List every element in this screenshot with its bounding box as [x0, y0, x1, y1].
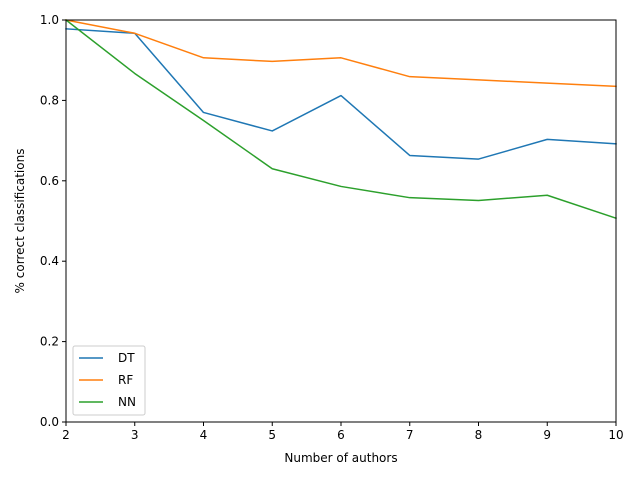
y-tick-label: 0.8 — [40, 93, 59, 107]
y-tick-label: 1.0 — [40, 13, 59, 27]
legend-label-rf: RF — [118, 373, 133, 387]
y-tick-label: 0.6 — [40, 174, 59, 188]
series-line-dt — [65, 28, 617, 160]
y-axis-ticks: 0.0 0.2 0.4 0.6 0.8 1.0 — [40, 13, 66, 429]
x-tick-label: 8 — [475, 428, 483, 442]
legend-box — [72, 345, 146, 416]
x-axis-label: Number of authors — [284, 451, 397, 465]
y-tick-label: 0.2 — [40, 335, 59, 349]
series-line-nn — [64, 18, 617, 220]
legend-label-nn: NN — [118, 395, 136, 409]
legend-label-dt: DT — [118, 351, 135, 365]
x-tick-label: 9 — [543, 428, 551, 442]
series-lines — [64, 18, 617, 220]
x-tick-label: 10 — [608, 428, 623, 442]
x-tick-label: 3 — [131, 428, 139, 442]
legend: DT RF NN — [72, 345, 146, 416]
y-tick-label: 0.0 — [40, 415, 59, 429]
x-tick-label: 2 — [62, 428, 70, 442]
y-axis-label: % correct classifications — [13, 149, 27, 294]
x-tick-label: 4 — [200, 428, 208, 442]
x-tick-label: 6 — [337, 428, 345, 442]
y-tick-label: 0.4 — [40, 254, 59, 268]
x-tick-label: 7 — [406, 428, 414, 442]
x-axis-ticks: 2 3 4 5 6 7 8 9 10 — [62, 422, 624, 442]
series-line-rf — [65, 19, 617, 88]
plot-frame — [65, 19, 617, 423]
x-tick-label: 5 — [268, 428, 276, 442]
